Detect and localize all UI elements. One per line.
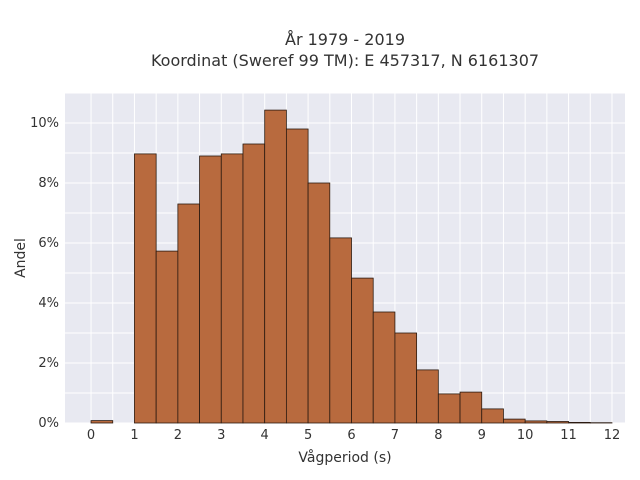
- histogram-bar: [372, 311, 396, 424]
- x-tick-label: 11: [560, 428, 577, 443]
- histogram-bar: [329, 237, 352, 424]
- histogram-bar: [285, 128, 309, 424]
- y-tick-label: 8%: [38, 176, 59, 191]
- histogram-bar: [437, 393, 461, 424]
- y-tick-label: 4%: [38, 296, 59, 311]
- x-tick-label: 9: [478, 428, 486, 443]
- x-tick-label: 8: [434, 428, 442, 443]
- x-tick-label: 7: [391, 428, 399, 443]
- x-tick-label: 4: [261, 428, 269, 443]
- histogram-bar: [459, 391, 483, 424]
- histogram-bar: [546, 421, 569, 424]
- bars: [90, 109, 613, 424]
- y-axis-ticks: 0% 2% 4% 6% 8% 10%: [30, 116, 59, 431]
- y-tick-label: 10%: [30, 116, 59, 131]
- y-tick-label: 2%: [38, 356, 59, 371]
- histogram-bar: [503, 418, 526, 424]
- y-tick-label: 6%: [38, 236, 59, 251]
- histogram-bar: [394, 332, 418, 424]
- histogram-bar: [481, 408, 504, 424]
- histogram-bar: [134, 153, 157, 424]
- histogram-bar: [220, 153, 244, 424]
- histogram-bar: [307, 182, 331, 424]
- x-tick-label: 0: [87, 428, 95, 443]
- histogram-bar: [199, 155, 222, 424]
- histogram-bar: [155, 250, 179, 424]
- x-tick-label: 1: [130, 428, 138, 443]
- x-axis-label: Vågperiod (s): [298, 449, 391, 466]
- histogram-bar: [242, 143, 266, 424]
- histogram-bar: [524, 420, 548, 424]
- histogram-bar: [351, 277, 374, 424]
- x-tick-label: 12: [604, 428, 621, 443]
- histogram-bar: [90, 420, 114, 424]
- x-axis-ticks: 0 1 2 3 4 5 6 7 8 9 10 11 12: [87, 428, 620, 443]
- histogram-bar: [264, 109, 287, 424]
- chart-title: År 1979 - 2019: [285, 30, 405, 49]
- x-tick-label: 5: [304, 428, 312, 443]
- histogram-bar: [177, 203, 200, 424]
- y-axis-label: Andel: [13, 238, 29, 278]
- y-tick-label: 0%: [38, 416, 59, 431]
- x-tick-label: 10: [517, 428, 534, 443]
- x-tick-label: 3: [217, 428, 225, 443]
- histogram-bar: [416, 369, 439, 424]
- histogram-bar: [568, 421, 591, 424]
- chart-subtitle: Koordinat (Sweref 99 TM): E 457317, N 61…: [151, 51, 539, 70]
- x-tick-label: 2: [174, 428, 182, 443]
- x-tick-label: 6: [347, 428, 355, 443]
